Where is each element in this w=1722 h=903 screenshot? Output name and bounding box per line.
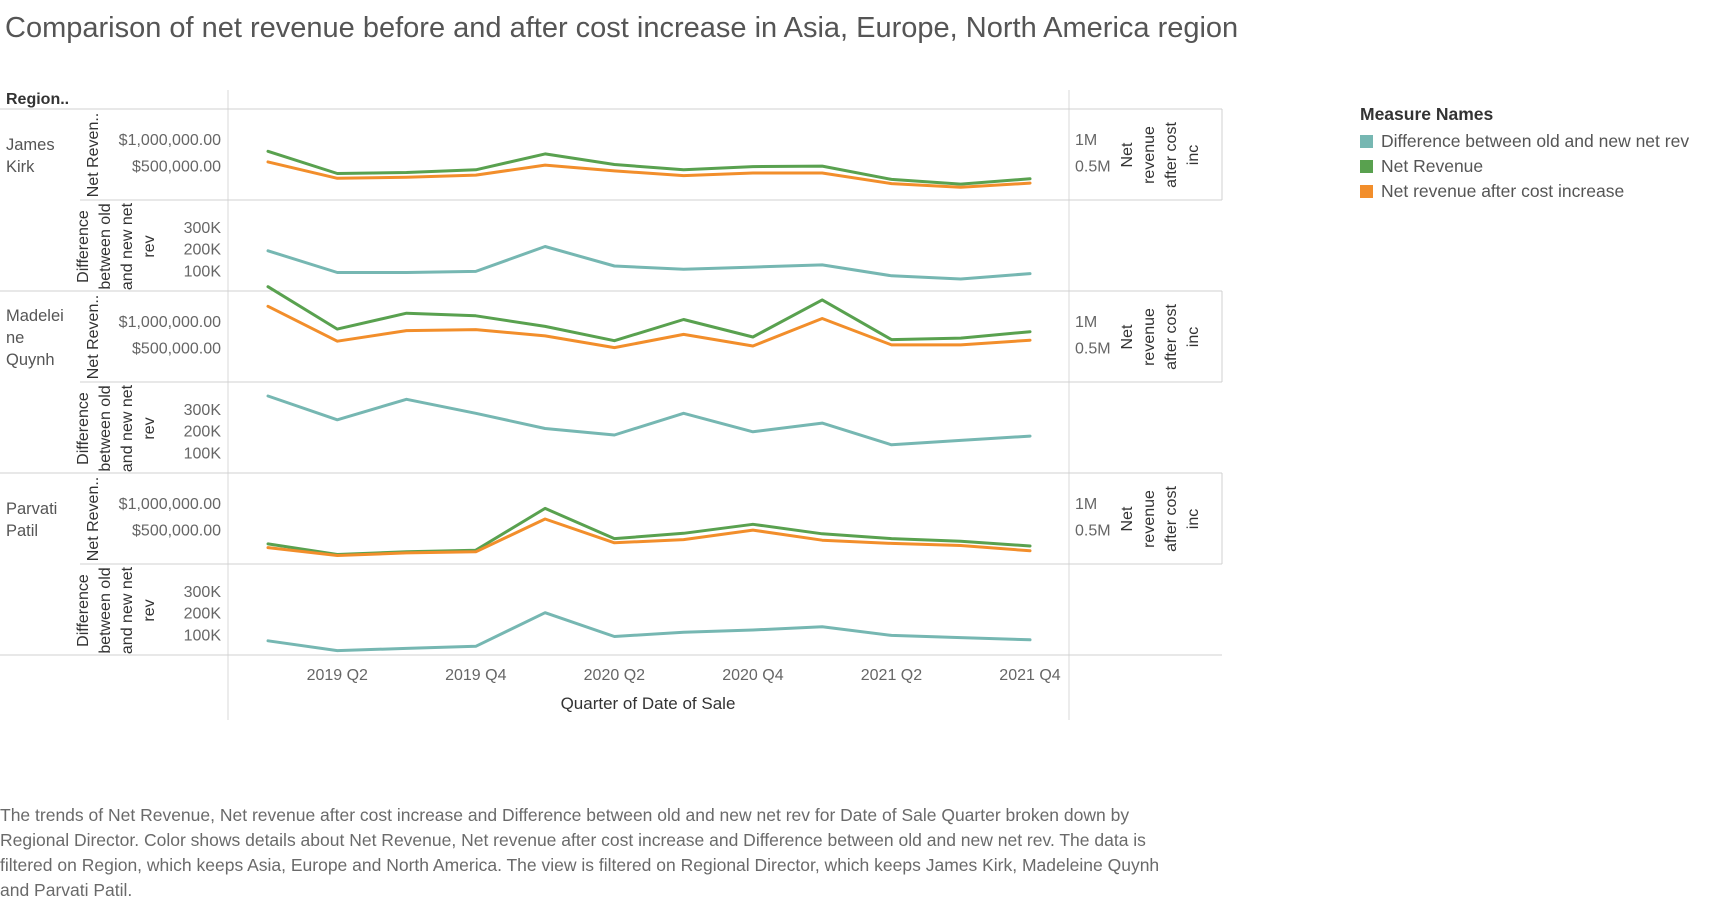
panel-1-revenue-tick-1: $500,000.00 (132, 159, 221, 176)
legend-item-net-revenue[interactable]: Net Revenue (1360, 154, 1689, 179)
panel-1-difference-axis-title: Difference between old and new net rev (75, 202, 158, 290)
panel-3-right-tick-1: 0.5M (1075, 523, 1111, 540)
x-tick-5: 2021 Q4 (999, 667, 1060, 684)
panel-2-revenue-axis-title: Net Reven.. (85, 295, 102, 379)
x-tick-3: 2020 Q4 (722, 667, 783, 684)
panel-1-right-axis-title: Net revenue after cost inc (1119, 122, 1202, 188)
x-tick-0: 2019 Q2 (307, 667, 368, 684)
panel-2-revenue-tick-1: $500,000.00 (132, 341, 221, 358)
panel-2-after-cost-line (266, 304, 1032, 350)
panel-3-difference-tick-0: 300K (184, 584, 222, 601)
panel-2-difference-tick-0: 300K (184, 402, 222, 419)
legend-swatch-difference (1360, 135, 1373, 148)
panel-3-difference-tick-2: 100K (184, 627, 222, 644)
panel-3-difference-tick-1: 200K (184, 606, 222, 623)
panel-1-director-label: James Kirk (6, 136, 55, 176)
panel-1-right-tick-0: 1M (1075, 132, 1097, 149)
x-tick-2: 2020 Q2 (584, 667, 645, 684)
panel-1-net-revenue-line (266, 149, 1032, 186)
panel-1-difference-tick-0: 300K (184, 220, 222, 237)
legend-item-after-cost[interactable]: Net revenue after cost increase (1360, 179, 1689, 204)
legend: Measure Names Difference between old and… (1360, 104, 1689, 204)
panel-1-right-tick-1: 0.5M (1075, 159, 1111, 176)
chart-area: Region.. James Kirk Net Reven.. Difference be… (0, 90, 1223, 720)
panel-3-revenue-tick-1: $500,000.00 (132, 523, 221, 540)
panel-3-difference-axis-title: Difference between old and new net rev (75, 566, 158, 654)
panel-1-difference-tick-1: 200K (184, 242, 222, 259)
panel-2-right-axis-title: Net revenue after cost inc (1119, 304, 1202, 370)
legend-swatch-after-cost (1360, 185, 1373, 198)
chart-caption: The trends of Net Revenue, Net revenue a… (0, 805, 1160, 900)
panel-2-director-label: Madelei ne Quynh (6, 307, 64, 369)
legend-label-after-cost: Net revenue after cost increase (1381, 181, 1625, 201)
legend-label-difference: Difference between old and new net rev (1381, 131, 1690, 151)
legend-title: Measure Names (1360, 104, 1494, 124)
panel-2-net-revenue-line (266, 285, 1032, 343)
panel-1-revenue-tick-0: $1,000,000.00 (119, 132, 221, 149)
panel-3-director-label: Parvati Patil (6, 500, 57, 540)
x-tick-4: 2021 Q2 (861, 667, 922, 684)
x-tick-1: 2019 Q4 (445, 667, 506, 684)
panel-2-difference-axis-title: Difference between old and new net rev (75, 384, 158, 472)
row-header: Region.. (6, 91, 69, 108)
x-axis-title: Quarter of Date of Sale (561, 694, 736, 713)
panel-2-difference-tick-1: 200K (184, 424, 222, 441)
panel-2-right-tick-1: 0.5M (1075, 341, 1111, 358)
panel-2-revenue-tick-0: $1,000,000.00 (119, 314, 221, 331)
legend-label-net-revenue: Net Revenue (1381, 156, 1484, 176)
panel-2-difference-tick-2: 100K (184, 445, 222, 462)
panel-1-after-cost-line (266, 160, 1032, 189)
panel-1-revenue-axis-title: Net Reven.. (85, 113, 102, 197)
chart-title: Comparison of net revenue before and aft… (5, 12, 1239, 44)
panel-1-difference-line (266, 245, 1032, 281)
panel-3-revenue-axis-title: Net Reven.. (85, 477, 102, 561)
legend-swatch-net-revenue (1360, 160, 1373, 173)
panel-1-difference-tick-2: 100K (184, 263, 222, 280)
panel-3-difference-line (266, 611, 1032, 653)
panel-2-difference-line (266, 394, 1032, 447)
panel-3-after-cost-line (266, 517, 1032, 557)
panel-3-right-tick-0: 1M (1075, 496, 1097, 513)
panel-3-net-revenue-line (266, 506, 1032, 556)
panel-2-right-tick-0: 1M (1075, 314, 1097, 331)
panel-3-revenue-tick-0: $1,000,000.00 (119, 496, 221, 513)
legend-item-difference[interactable]: Difference between old and new net rev (1360, 129, 1689, 154)
panel-3-right-axis-title: Net revenue after cost inc (1119, 486, 1202, 552)
